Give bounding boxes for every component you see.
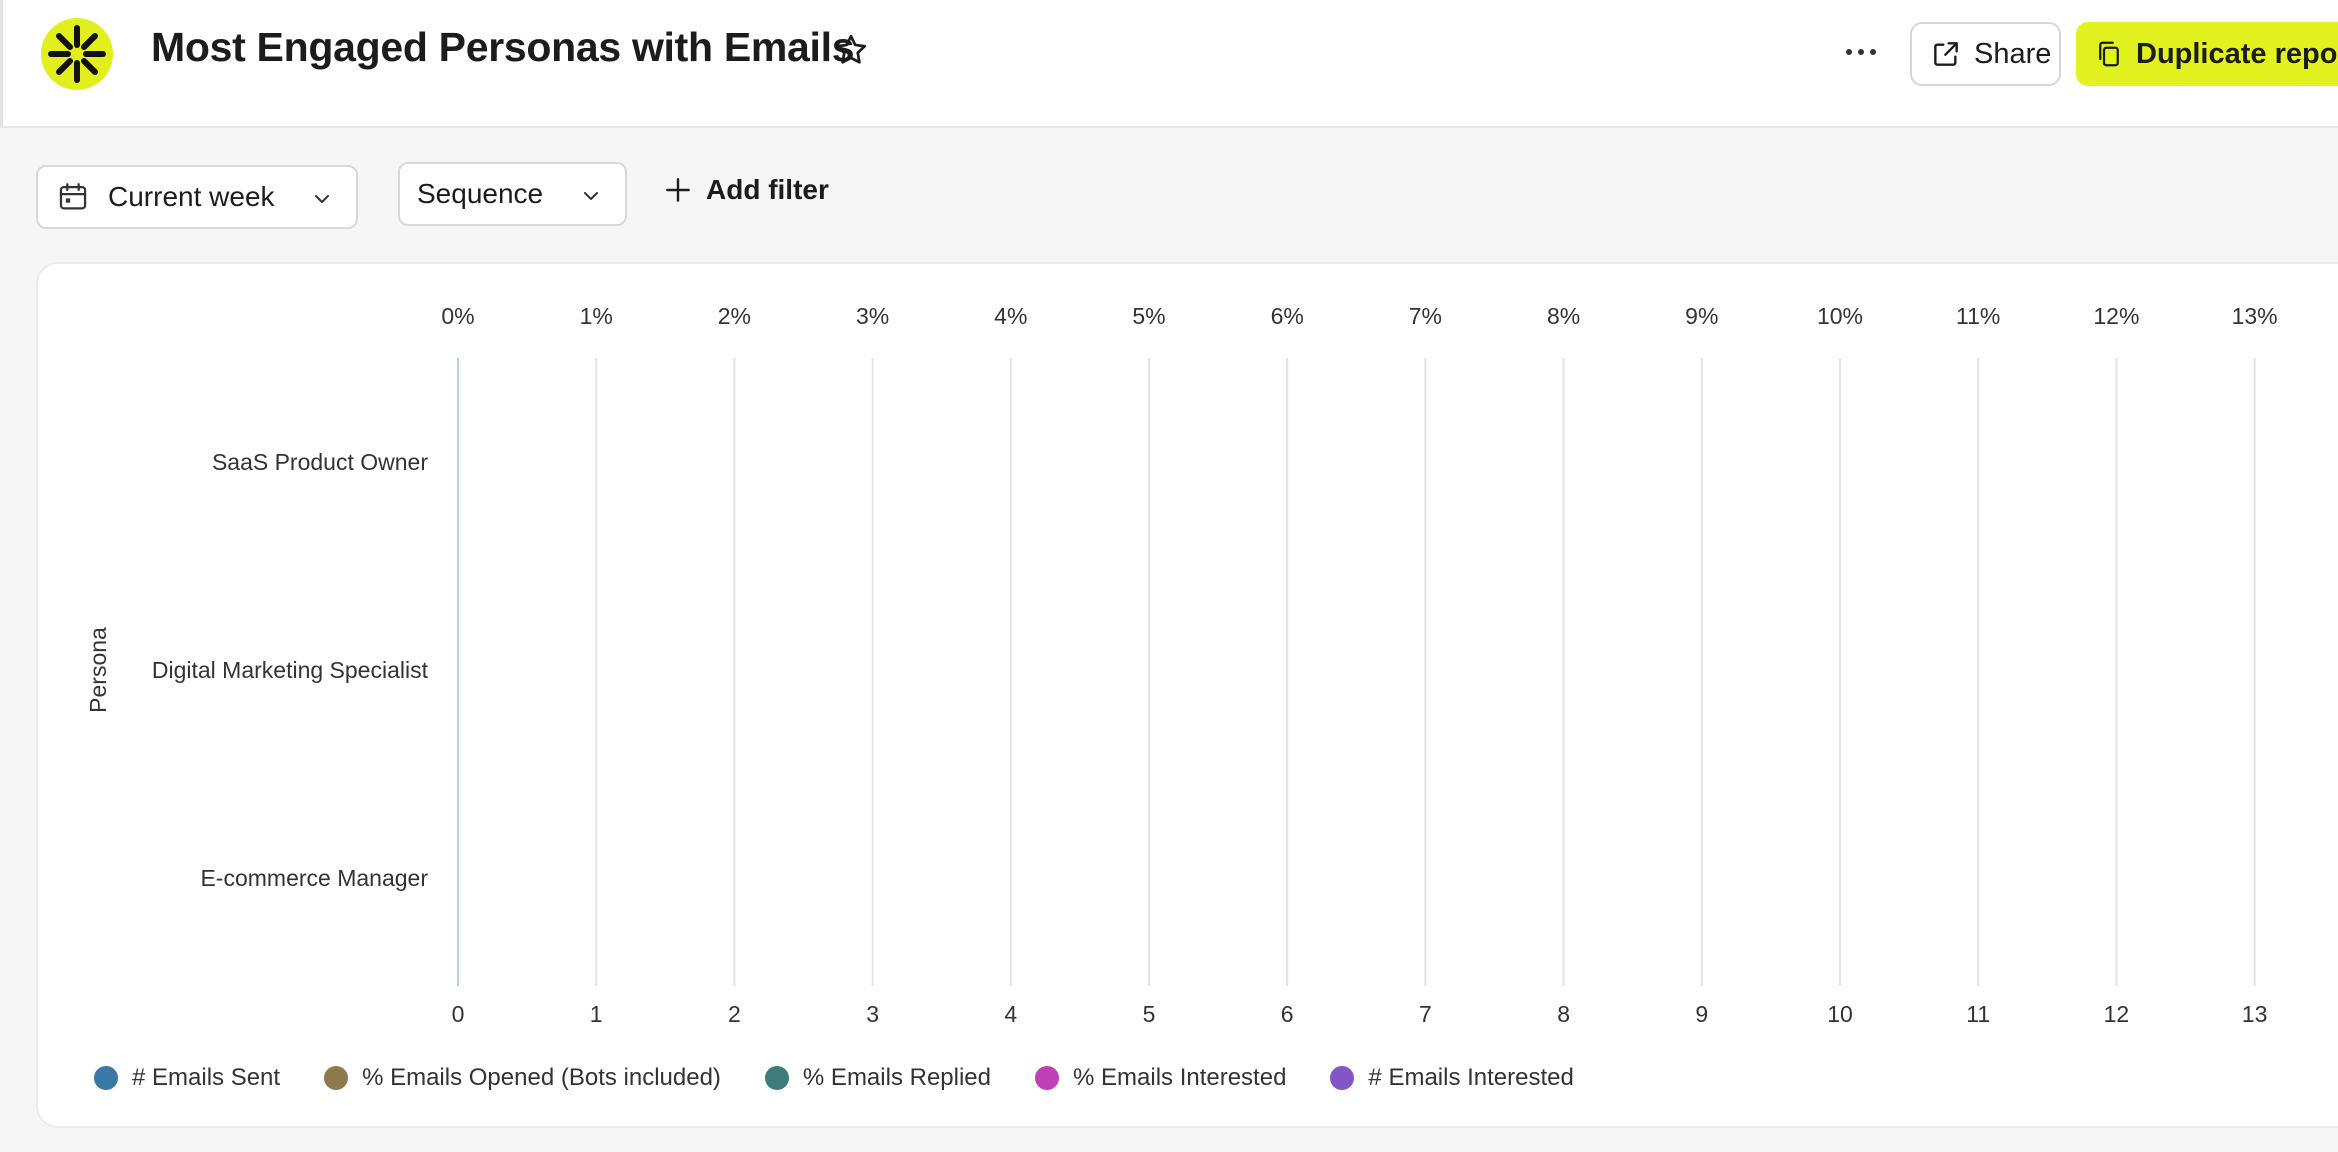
top-axis-tick-label: 11% — [1956, 303, 2000, 329]
calendar-icon — [59, 183, 87, 210]
bottom-axis-tick-label: 9 — [1695, 1001, 1708, 1027]
bottom-axis-tick-label: 8 — [1557, 1001, 1570, 1027]
legend-swatch — [94, 1066, 118, 1090]
category-label: E-commerce Manager — [200, 865, 428, 891]
bottom-axis-tick-label: 6 — [1281, 1001, 1294, 1027]
top-axis-tick-label: 8% — [1547, 303, 1580, 329]
category-label: Digital Marketing Specialist — [152, 657, 429, 683]
legend-label: # Emails Sent — [132, 1064, 281, 1091]
sequence-select[interactable]: Sequence — [398, 162, 627, 226]
report-header: Most Engaged Personas with Emails Share … — [0, 0, 2338, 128]
more-options-icon[interactable] — [1839, 30, 1883, 74]
legend-label: % Emails Opened (Bots included) — [362, 1064, 721, 1091]
top-axis-tick-label: 6% — [1271, 303, 1304, 329]
chevron-down-icon — [584, 192, 598, 200]
bottom-axis-tick-label: 12 — [2104, 1001, 2130, 1027]
star-icon[interactable] — [833, 32, 869, 68]
bottom-axis-tick-label: 5 — [1143, 1001, 1156, 1027]
legend-swatch — [324, 1066, 349, 1090]
bottom-axis-tick-label: 2 — [728, 1001, 741, 1027]
chart-legend: # Emails Sent % Emails Opened (Bots inclu… — [94, 1064, 1574, 1092]
legend-swatch — [764, 1066, 789, 1090]
top-axis-tick-label: 12% — [2093, 303, 2139, 329]
bottom-axis-tick-label: 4 — [1004, 1001, 1017, 1027]
legend-item[interactable]: % Emails Replied — [764, 1064, 991, 1092]
top-axis-tick-label: 4% — [994, 303, 1027, 329]
bottom-axis-tick-label: 1 — [590, 1001, 603, 1027]
bottom-axis-tick-label: 11 — [1966, 1001, 1990, 1027]
top-axis-tick-label: 13% — [2232, 303, 2278, 329]
legend-swatch — [1035, 1066, 1059, 1090]
y-axis-title: Persona — [85, 627, 111, 713]
top-axis-tick-label: 3% — [856, 303, 889, 329]
chart-card: 0% 1% 2% 3% 4% 5% 6% 7% 8% 9% 10% 11% 12% 13% 0 1 2 3 4 5 6 7… — [36, 262, 2338, 1128]
share-button-label: Share — [1974, 37, 2052, 70]
share-button[interactable]: Share — [1910, 22, 2061, 86]
top-axis-tick-label: 0% — [441, 303, 474, 329]
date-range-value: Current week — [108, 181, 275, 212]
date-range-select[interactable]: Current week — [36, 165, 358, 229]
bottom-axis-tick-label: 10 — [1827, 1001, 1853, 1027]
filter-bar: Current week Sequence Add filter — [0, 128, 2338, 258]
copy-icon — [2099, 41, 2119, 67]
legend-label: % Emails Interested — [1073, 1064, 1287, 1091]
category-label: SaaS Product Owner — [212, 449, 428, 475]
bottom-axis-tick-label: 3 — [866, 1001, 879, 1027]
chevron-down-icon — [315, 195, 329, 203]
legend-swatch — [1330, 1066, 1355, 1090]
legend-item[interactable]: # Emails Interested — [1330, 1064, 1574, 1092]
page-title: Most Engaged Personas with Emails — [151, 24, 855, 70]
add-filter-button[interactable]: Add filter — [662, 174, 829, 206]
bottom-axis-tick-label: 0 — [452, 1001, 465, 1027]
top-axis-tick-label: 10% — [1817, 303, 1863, 329]
bottom-axis-tick-label: 13 — [2242, 1001, 2268, 1027]
brand-logo[interactable] — [41, 18, 113, 90]
top-axis-tick-label: 5% — [1132, 303, 1165, 329]
legend-item[interactable]: % Emails Interested — [1035, 1064, 1286, 1092]
add-filter-label: Add filter — [706, 174, 829, 205]
legend-label: % Emails Replied — [802, 1064, 991, 1091]
share-icon — [1934, 42, 1958, 66]
top-axis-tick-label: 2% — [718, 303, 751, 329]
plus-icon — [666, 178, 690, 202]
persona-engagement-chart: 0% 1% 2% 3% 4% 5% 6% 7% 8% 9% 10% 11% 12% 13%0 1 2 3 4 5 6 7… — [85, 303, 2278, 1027]
bottom-axis-tick-label: 7 — [1419, 1001, 1432, 1027]
sequence-value: Sequence — [417, 178, 544, 209]
legend-item[interactable]: # Emails Sent — [94, 1064, 280, 1092]
legend-label: # Emails Interested — [1368, 1064, 1574, 1091]
top-axis-tick-label: 7% — [1409, 303, 1442, 329]
legend-item[interactable]: % Emails Opened (Bots included) — [324, 1064, 721, 1092]
duplicate-report-label: Duplicate report — [2136, 37, 2338, 70]
burst-logo-icon — [48, 25, 106, 83]
duplicate-report-button[interactable]: Duplicate report — [2076, 22, 2338, 86]
top-axis-tick-label: 9% — [1685, 303, 1718, 329]
top-axis-tick-label: 1% — [580, 303, 613, 329]
